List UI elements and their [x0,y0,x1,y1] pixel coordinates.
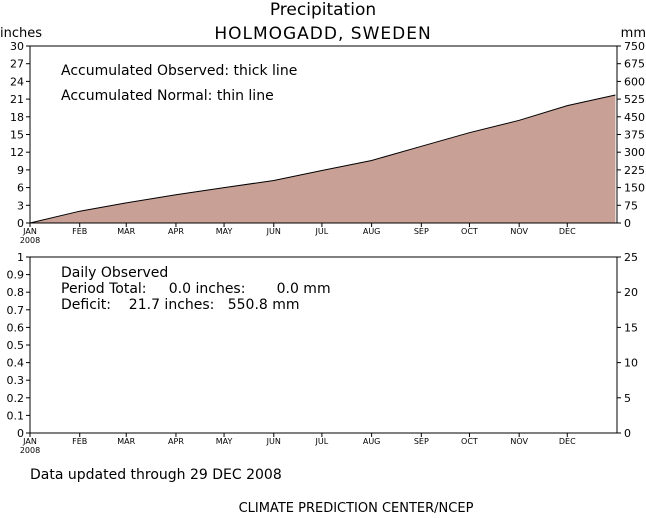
bottom-left-tick-label: 0.2 [7,392,25,405]
top-right-tick-label: 300 [624,146,645,159]
bottom-x-tick-label: JAN [22,437,37,446]
top-x-tick-label: JUN [266,227,281,236]
top-x-tick-label: MAR [117,227,135,236]
top-x-tick-label: AUG [363,227,381,236]
bottom-left-tick-label: 1 [17,251,24,264]
top-left-tick-label: 3 [17,199,24,212]
bottom-left-tick-label: 0.5 [7,339,25,352]
bottom-x-tick-label: MAY [216,437,233,446]
bottom-left-tick-label: 0.1 [7,409,25,422]
bottom-left-tick-label: 0.6 [7,321,25,334]
bottom-annotation-0: Daily Observed [61,265,168,281]
top-right-tick-label: 375 [624,129,645,142]
top-right-tick-label: 675 [624,58,645,71]
top-left-tick-label: 15 [10,129,24,142]
bottom-x-tick-label: OCT [461,437,478,446]
top-right-tick-label: 450 [624,111,645,124]
bottom-x-tick-label: APR [168,437,184,446]
top-x-tick-label: JUL [315,227,329,236]
bottom-x-tick-label: FEB [72,437,87,446]
top-right-tick-label: 750 [624,40,645,53]
top-x-tick-label: MAY [216,227,233,236]
bottom-left-tick-label: 0 [17,427,24,440]
top-left-tick-label: 0 [17,217,24,230]
top-left-tick-label: 6 [17,182,24,195]
bottom-right-tick-label: 5 [624,392,631,405]
top-right-tick-label: 525 [624,93,645,106]
top-right-tick-label: 150 [624,182,645,195]
bottom-left-tick-label: 0.9 [7,269,25,282]
right-axis-unit-label: mm [621,26,646,41]
top-right-tick-label: 600 [624,75,645,88]
top-annotation-1: Accumulated Normal: thin line [61,88,274,104]
bottom-x-tick-label: SEP [414,437,429,446]
top-left-tick-label: 21 [10,93,24,106]
top-right-tick-label: 225 [624,164,645,177]
bottom-x-tick-label: AUG [363,437,381,446]
top-x-tick-label: FEB [72,227,87,236]
bottom-right-tick-label: 0 [624,427,631,440]
top-right-tick-label: 0 [624,217,631,230]
top-x-year-label: 2008 [20,236,40,245]
series-area-0 [30,95,616,223]
bottom-x-tick-label: JUL [315,437,329,446]
bottom-x-tick-label: JUN [266,437,281,446]
top-left-tick-label: 30 [10,40,24,53]
top-right-tick-label: 75 [624,199,638,212]
bottom-left-tick-label: 0.4 [7,357,25,370]
bottom-annotation-2: Deficit: 21.7 inches: 550.8 mm [61,297,300,313]
chart-title: Precipitation [270,0,376,20]
top-left-tick-label: 18 [10,111,24,124]
bottom-x-year-label: 2008 [20,446,40,455]
bottom-right-tick-label: 20 [624,286,638,299]
top-left-tick-label: 27 [10,58,24,71]
footer-credit: CLIMATE PREDICTION CENTER/NCEP [239,501,474,516]
top-left-tick-label: 12 [10,146,24,159]
bottom-annotation-1: Period Total: 0.0 inches: 0.0 mm [61,281,331,297]
bottom-left-tick-label: 0.3 [7,374,25,387]
top-left-tick-label: 9 [17,164,24,177]
bottom-right-tick-label: 25 [624,251,638,264]
bottom-right-tick-label: 15 [624,321,638,334]
accumulated-panel: 0369121518212427300751502253003754505256… [10,40,645,245]
top-x-tick-label: APR [168,227,184,236]
chart-subtitle: HOLMOGADD, SWEDEN [214,24,431,44]
bottom-x-tick-label: NOV [510,437,528,446]
top-x-tick-label: DEC [559,227,576,236]
daily-panel: 00.10.20.30.40.50.60.70.80.910510152025J… [7,251,639,455]
top-x-tick-label: JAN [22,227,37,236]
bottom-left-tick-label: 0.8 [7,286,25,299]
top-x-tick-label: SEP [414,227,429,236]
top-x-tick-label: NOV [510,227,528,236]
left-axis-unit-label: inches [0,26,42,41]
bottom-left-tick-label: 0.7 [7,304,25,317]
top-annotation-0: Accumulated Observed: thick line [61,63,297,79]
top-x-tick-label: OCT [461,227,478,236]
top-left-tick-label: 24 [10,75,24,88]
bottom-right-tick-label: 10 [624,357,638,370]
footer-updated: Data updated through 29 DEC 2008 [30,467,282,483]
series-line-0 [29,94,616,224]
bottom-x-tick-label: DEC [559,437,576,446]
bottom-x-tick-label: MAR [117,437,135,446]
